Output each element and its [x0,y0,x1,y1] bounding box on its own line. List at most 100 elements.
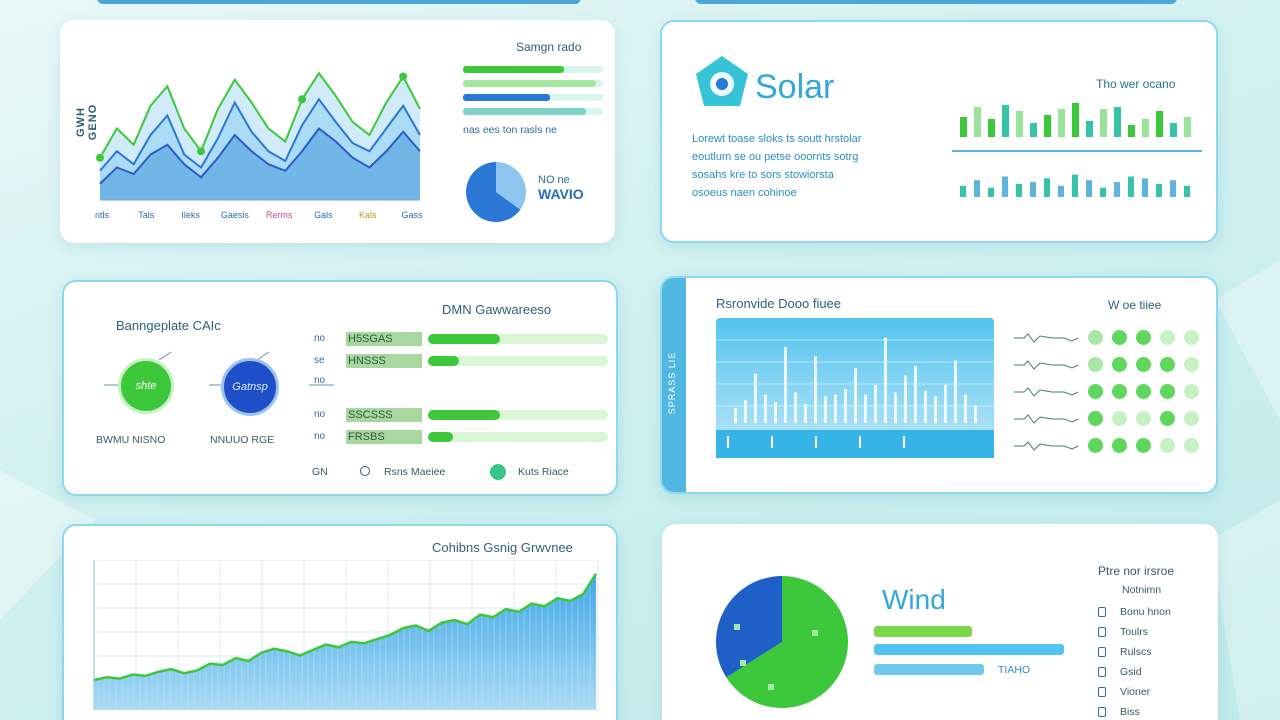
wind-legend-icon [1098,647,1106,657]
wind-bar-1-fill [874,626,972,637]
resource-dot [1160,384,1175,399]
storage-rows: no H5SGAS se HNSSS no no SSCSSS no FRSBS [314,328,614,448]
growth-area [94,573,596,710]
solar-top-bar [1058,109,1065,137]
storage-legend-1: Rsns Maeiee [384,466,446,478]
solar-desc-line: osoeus naen cohinoe [692,187,797,199]
storage-circle-green-label: shte [135,380,157,392]
solar-card: Solar Tho wer ocano Lorewt toase sloks t… [660,20,1218,243]
storage-row-key: no [314,431,326,442]
storage-row-track [428,410,608,420]
solar-bottom-bar [960,185,966,197]
wind-bar-1 [874,626,1074,637]
resource-bar [954,360,957,423]
solar-bottom-bar [1100,187,1106,197]
wind-title: Wind [882,584,946,615]
resource-title: Rsronvide Dooo fiuee [716,296,842,311]
growth-card: Cohibns Gsnig Grwvnee [62,524,618,720]
wind-legend-label: Vioner [1120,686,1151,698]
resource-sparkline-path [1014,414,1079,424]
storage-row-fill [428,410,500,420]
resource-bar [814,356,817,423]
solar-subtitle: Tho wer ocano [1096,77,1176,91]
resource-bar [734,407,737,423]
solar-bottom-bar [1114,182,1120,197]
solar-logo-icon [696,56,748,106]
wind-legend-title: Ptre nor irsroe [1098,564,1175,578]
card1-progress-3 [463,94,603,101]
storage-circle-green: shte [118,358,174,414]
resource-card: SPRASS LIE Rsronvide Dooo fiuee W oe tii… [660,276,1218,494]
solar-desc-line: sosahs kre to sors stowiorsta [692,169,834,181]
resource-dot [1184,438,1199,453]
card1-series-1-line [99,127,421,185]
card1-progress-4-fill [463,108,587,115]
storage-row-value: HNSSS [346,354,422,368]
solar-top-bar [1184,117,1191,137]
solar-desc-line: eoutlum se ou petse ooornts sotrg [692,151,859,163]
resource-bar [754,373,757,423]
generation-card: GWH GENO ntls Tals Ileks Gaesis Rerms Gals Kal… [60,20,615,243]
storage-row-value: FRSBS [346,430,422,444]
top-strip-right [695,0,1177,4]
resource-dot [1160,438,1175,453]
storage-legend-prefix: GN [312,466,328,478]
resource-dot [1112,411,1127,426]
storage-right-title: DMN Gawwareeso [442,302,552,317]
card1-series-2-line [99,71,421,159]
card1-caption: nas ees ton rasls ne [463,124,557,136]
storage-row-fill [428,356,459,366]
solar-bottom-bar [1184,185,1190,197]
wind-legend-label: Biss [1120,706,1140,718]
card1-x-tick: Ileks [181,210,200,220]
wind-bar-2 [874,644,1074,655]
storage-row-key: no [314,409,326,420]
solar-bottom-bar [1030,182,1036,197]
wind-pie-chart [716,576,848,708]
wind-pie-marker [734,624,740,630]
resource-dot [1088,357,1103,372]
card1-x-tick: Rerms [266,210,293,220]
wind-legend-icon [1098,687,1106,697]
solar-top-bar [1100,109,1107,137]
resource-sparkline [1014,441,1079,451]
card1-x-tick: Kals [359,210,377,220]
resource-bar [864,394,867,423]
storage-row-key: se [314,355,325,366]
solar-title: Solar [755,68,835,106]
storage-circle-blue: Gatnsp [221,358,279,416]
wind-legend-list: Bonu hnon Toulrs Rulscs Gsid Vioner Biss [1098,602,1208,720]
storage-legend-icon-2 [490,464,506,480]
wind-pie-marker [768,684,774,690]
wind-legend-label: Toulrs [1120,626,1149,638]
storage-left-title: Banngeplate CAIc [116,318,221,333]
resource-bar [874,385,877,423]
resource-dot [1112,384,1127,399]
solar-top-bar [988,119,995,137]
card1-pie-label-2: WAVIO [538,186,584,202]
solar-bottom-bar [988,187,994,197]
storage-row-key: no [314,333,326,344]
solar-bottom-bar [1002,176,1008,197]
storage-card: Banngeplate CAIc DMN Gawwareeso shte Gat… [62,280,618,496]
solar-top-bar [1002,105,1009,137]
card1-progress-1-fill [463,66,564,73]
wind-legend-item: Biss [1098,702,1208,720]
solar-bottom-bar [1128,176,1134,197]
resource-sparkline-path [1014,333,1079,343]
resource-sparkline [1014,360,1079,370]
resource-dot [1136,384,1151,399]
card1-point-6 [197,147,206,156]
storage-row-value: H5SGAS [346,332,422,346]
solar-top-bar [1016,111,1023,137]
wind-card: Wind TIAHO Ptre nor irsroe Notnimn Bonu … [662,524,1218,720]
resource-sparkline-path [1014,387,1079,397]
storage-circle-blue-label: Gatnsp [232,381,268,393]
resource-vertical-label: SPRASS LIE [667,351,677,415]
solar-bar-chart [952,103,1202,197]
solar-bottom-bar [1044,178,1050,197]
resource-bar [844,388,847,423]
storage-row-key: no [314,375,326,386]
solar-top-bar [1044,115,1051,137]
resource-sparkline [1014,387,1079,397]
